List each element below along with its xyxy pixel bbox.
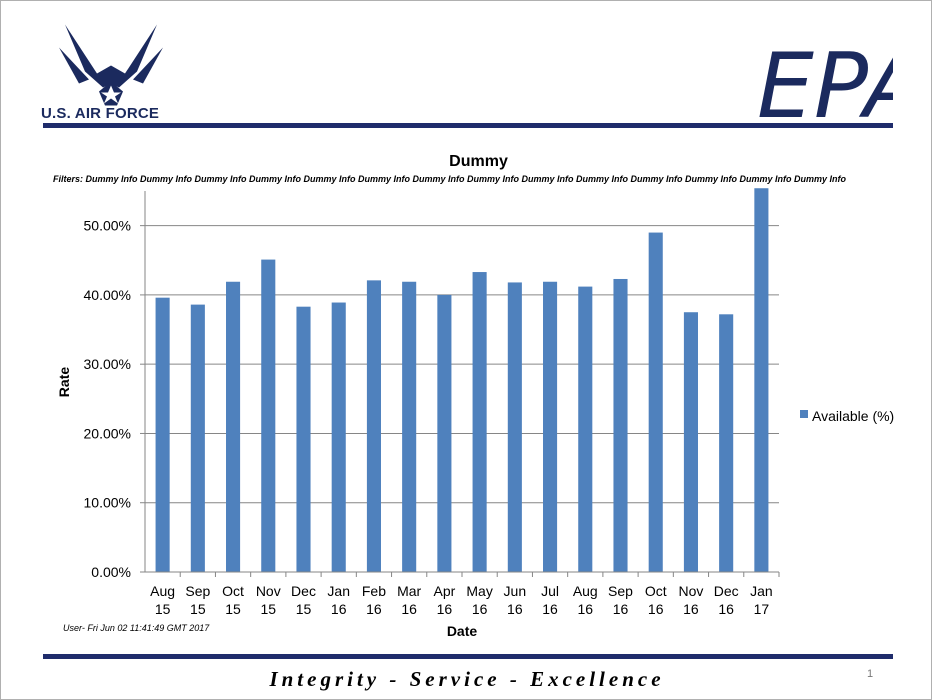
x-tick-label-month: Feb <box>362 583 386 599</box>
x-tick-label-year: 16 <box>648 601 664 617</box>
x-tick-label-month: Dec <box>291 583 316 599</box>
x-tick-label-month: Nov <box>256 583 281 599</box>
bar <box>754 188 769 572</box>
x-tick-label-year: 16 <box>331 601 347 617</box>
bar <box>331 302 346 572</box>
x-tick-label-month: May <box>466 583 492 599</box>
x-tick-label-year: 15 <box>225 601 241 617</box>
x-tick-label-year: 15 <box>260 601 276 617</box>
x-tick-label-month: Mar <box>397 583 421 599</box>
x-tick-label-month: Dec <box>714 583 739 599</box>
x-tick-label-year: 16 <box>366 601 382 617</box>
epa-logo: EPA <box>757 34 893 126</box>
x-tick-label-month: Sep <box>608 583 633 599</box>
x-tick-label-year: 15 <box>296 601 312 617</box>
x-axis-labels: Aug 15 Sep 15 Oct 15 Nov 15 Dec 15 Jan 16 Feb 16 Mar 16… <box>150 572 780 617</box>
x-tick-label-year: 16 <box>507 601 523 617</box>
header-rule <box>43 123 893 128</box>
x-tick-label-month: Oct <box>645 583 667 599</box>
bar <box>226 281 241 572</box>
x-tick-label-year: 15 <box>155 601 171 617</box>
air-force-wings-icon <box>59 24 163 106</box>
x-tick-label-year: 17 <box>754 601 770 617</box>
bar <box>472 272 487 572</box>
x-tick-label-month: Nov <box>678 583 703 599</box>
bars <box>155 188 769 572</box>
y-axis-label: Rate <box>56 367 72 398</box>
chart-filters-text: Filters: Dummy Info Dummy Info Dummy Inf… <box>53 174 847 184</box>
chart-title: Dummy <box>449 153 508 170</box>
x-tick-label-month: Jan <box>750 583 773 599</box>
legend-label: Available (%) <box>812 408 894 424</box>
y-tick-label: 10.00% <box>84 495 131 511</box>
x-tick-label-year: 16 <box>577 601 593 617</box>
x-tick-label-month: Sep <box>185 583 210 599</box>
footer-motto: Integrity - Service - Excellence <box>269 667 665 691</box>
x-tick-label-month: Jul <box>541 583 559 599</box>
x-tick-label-month: Aug <box>573 583 598 599</box>
bar <box>578 286 593 572</box>
x-tick-label-month: Aug <box>150 583 175 599</box>
y-tick-label: 0.00% <box>91 564 131 580</box>
x-tick-label-year: 16 <box>718 601 734 617</box>
user-timestamp: User- Fri Jun 02 11:41:49 GMT 2017 <box>63 623 210 633</box>
y-tick-label: 20.00% <box>84 425 131 441</box>
y-axis-ticks: 0.00% 10.00% 20.00% 30.00% 40.00% 50.00% <box>84 218 145 580</box>
x-tick-label-year: 16 <box>437 601 453 617</box>
bar <box>507 282 522 572</box>
bar <box>366 280 381 572</box>
x-tick-label-month: Oct <box>222 583 244 599</box>
bar <box>719 314 734 572</box>
footer-rule <box>43 654 893 659</box>
bar <box>190 304 205 572</box>
x-tick-label-year: 16 <box>401 601 417 617</box>
gridlines <box>145 225 779 504</box>
x-tick-label-year: 16 <box>472 601 488 617</box>
x-tick-label-year: 16 <box>613 601 629 617</box>
bar <box>683 312 698 572</box>
bar <box>155 297 170 572</box>
air-force-logo-text: U.S. AIR FORCE <box>41 105 160 122</box>
x-tick-label-month: Apr <box>433 583 455 599</box>
bar <box>296 306 311 572</box>
x-tick-label-year: 16 <box>683 601 699 617</box>
x-tick-label-year: 15 <box>190 601 206 617</box>
bar <box>613 278 628 572</box>
legend-swatch <box>800 410 808 418</box>
y-tick-label: 50.00% <box>84 218 131 234</box>
y-tick-label: 30.00% <box>84 356 131 372</box>
epa-logo-text: EPA <box>757 34 893 126</box>
x-tick-label-year: 16 <box>542 601 558 617</box>
page-number: 1 <box>867 668 874 680</box>
bar <box>543 281 558 572</box>
bar <box>437 294 452 572</box>
x-tick-label-month: Jun <box>504 583 527 599</box>
x-tick-label-month: Jan <box>327 583 350 599</box>
bar <box>261 259 276 572</box>
bar <box>402 281 417 572</box>
x-axis-label: Date <box>447 623 478 639</box>
bar <box>648 232 663 572</box>
y-tick-label: 40.00% <box>84 287 131 303</box>
legend: Available (%) <box>800 408 894 424</box>
